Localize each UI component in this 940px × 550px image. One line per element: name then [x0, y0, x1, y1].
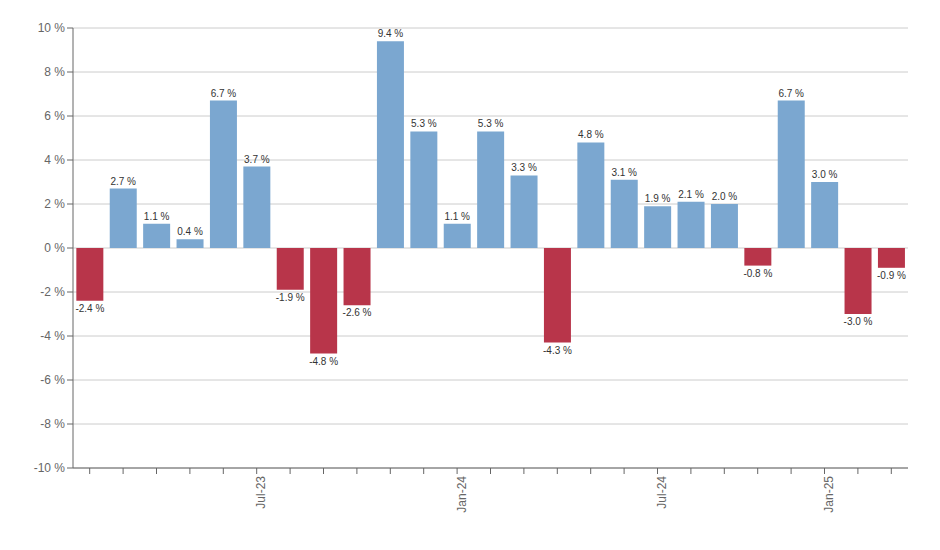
svg-text:-4 %: -4 % — [40, 329, 65, 343]
svg-text:3.1 %: 3.1 % — [611, 167, 637, 178]
svg-text:3.7 %: 3.7 % — [244, 154, 270, 165]
svg-text:2 %: 2 % — [44, 197, 65, 211]
svg-text:6.7 %: 6.7 % — [211, 88, 237, 99]
svg-text:0.4 %: 0.4 % — [177, 226, 203, 237]
svg-text:10 %: 10 % — [38, 21, 66, 35]
svg-text:0 %: 0 % — [44, 241, 65, 255]
svg-text:1.1 %: 1.1 % — [144, 211, 170, 222]
svg-text:-2.6 %: -2.6 % — [343, 307, 372, 318]
svg-text:3.0 %: 3.0 % — [812, 169, 838, 180]
svg-text:5.3 %: 5.3 % — [411, 118, 437, 129]
svg-text:1.9 %: 1.9 % — [645, 193, 671, 204]
svg-text:-0.9 %: -0.9 % — [877, 270, 906, 281]
svg-text:Jul-23: Jul-23 — [254, 476, 268, 509]
svg-text:9.4 %: 9.4 % — [378, 28, 404, 39]
svg-text:-0.8 %: -0.8 % — [743, 268, 772, 279]
svg-text:-6 %: -6 % — [40, 373, 65, 387]
svg-text:2.0 %: 2.0 % — [712, 191, 738, 202]
svg-text:3.3 %: 3.3 % — [511, 162, 537, 173]
svg-text:6.7 %: 6.7 % — [778, 88, 804, 99]
svg-text:-10 %: -10 % — [34, 461, 66, 475]
svg-text:4 %: 4 % — [44, 153, 65, 167]
svg-text:-4.8 %: -4.8 % — [309, 356, 338, 367]
svg-text:-2 %: -2 % — [40, 285, 65, 299]
svg-text:5.3 %: 5.3 % — [478, 118, 504, 129]
svg-text:Jan-24: Jan-24 — [455, 476, 469, 513]
svg-text:-3.0 %: -3.0 % — [844, 316, 873, 327]
svg-text:1.1 %: 1.1 % — [444, 211, 470, 222]
svg-text:-8 %: -8 % — [40, 417, 65, 431]
svg-text:-1.9 %: -1.9 % — [276, 292, 305, 303]
svg-text:6 %: 6 % — [44, 109, 65, 123]
svg-text:4.8 %: 4.8 % — [578, 129, 604, 140]
svg-text:8 %: 8 % — [44, 65, 65, 79]
svg-text:2.1 %: 2.1 % — [678, 189, 704, 200]
svg-text:Jan-25: Jan-25 — [822, 476, 836, 513]
svg-text:Jul-24: Jul-24 — [655, 476, 669, 509]
svg-text:-4.3 %: -4.3 % — [543, 345, 572, 356]
svg-text:2.7 %: 2.7 % — [110, 176, 136, 187]
svg-text:-2.4 %: -2.4 % — [75, 303, 104, 314]
